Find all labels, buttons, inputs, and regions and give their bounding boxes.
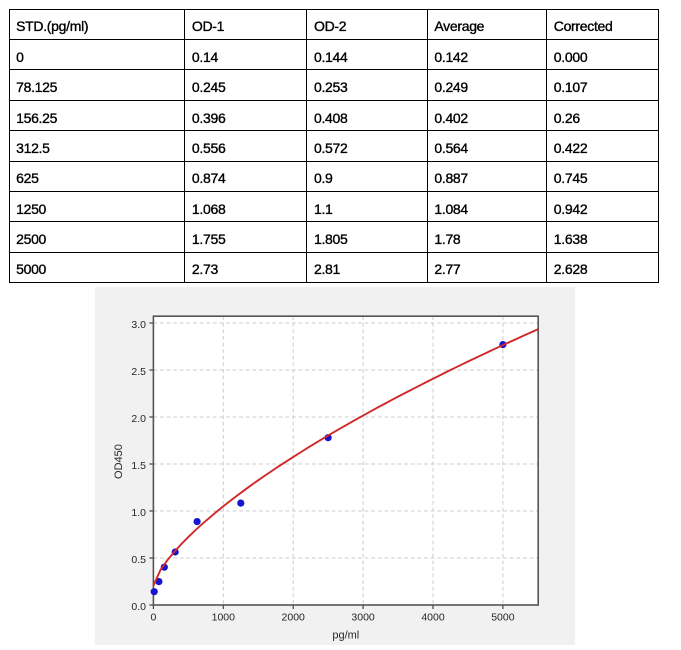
svg-text:2.5: 2.5 — [131, 366, 146, 378]
svg-text:0.0: 0.0 — [131, 601, 146, 613]
svg-text:1.0: 1.0 — [131, 507, 146, 519]
svg-text:2.0: 2.0 — [131, 413, 146, 425]
svg-text:3000: 3000 — [351, 612, 375, 624]
svg-text:4000: 4000 — [421, 612, 445, 624]
svg-text:2000: 2000 — [282, 612, 306, 624]
svg-text:1.5: 1.5 — [131, 460, 146, 472]
svg-text:0: 0 — [150, 612, 156, 624]
svg-text:OD450: OD450 — [113, 444, 125, 479]
svg-text:5000: 5000 — [491, 612, 515, 624]
svg-text:1000: 1000 — [212, 612, 236, 624]
svg-text:0.5: 0.5 — [131, 554, 146, 566]
svg-text:pg/ml: pg/ml — [332, 630, 359, 642]
svg-text:3.0: 3.0 — [131, 319, 146, 331]
